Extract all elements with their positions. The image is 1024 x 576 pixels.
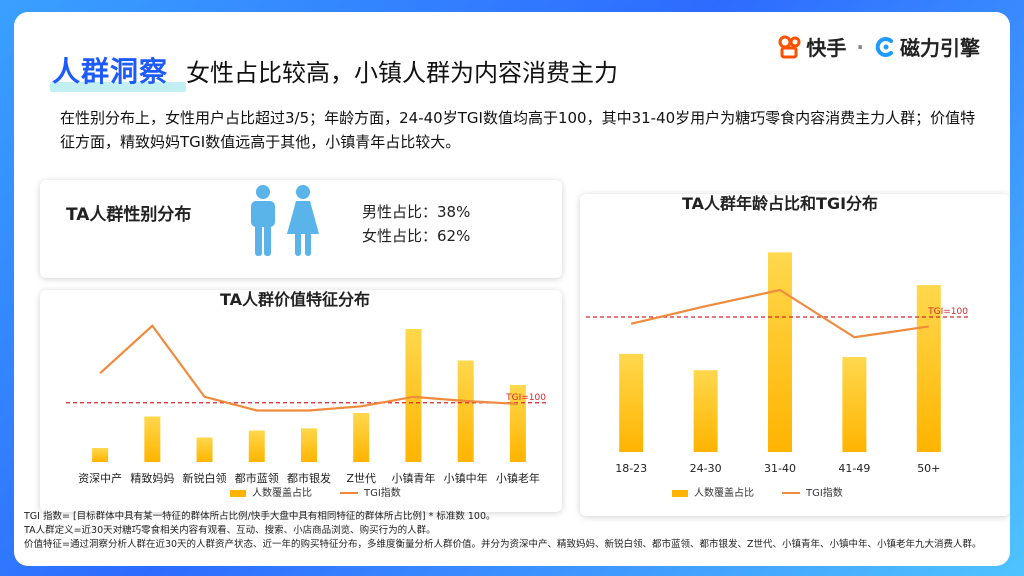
bar-Z世代: [353, 413, 370, 462]
x-tick-label: 小镇中年: [444, 471, 488, 485]
bar-新锐白领: [196, 437, 213, 462]
title-subtitle: 女性占比较高，小镇人群为内容消费主力: [186, 59, 619, 87]
logo-separator: ·: [856, 34, 864, 59]
title-underline: [50, 82, 186, 92]
bar-小镇青年: [405, 329, 422, 462]
bar-资深中产: [92, 448, 109, 462]
cili-logo-icon: [875, 36, 893, 57]
value-chart: 资深中产 精致妈妈 新锐白领 都市蓝领 都市银发 Z世代 小镇青年 小镇中年 小镇老年 TGI=1…: [66, 324, 548, 499]
logo-left-text: 快手: [806, 36, 847, 60]
x-tick-label: 41-49: [838, 462, 870, 475]
footnote-tgi: TGI 指数= [目标群体中具有某一特征的群体所占比例/快手大盘中具有相同特征的…: [24, 511, 496, 522]
x-tick-label: 新锐白领: [183, 471, 227, 485]
gender-stats: 男性占比：38% 女性占比：62%: [362, 200, 470, 248]
x-tick-label: 18-23: [615, 462, 647, 475]
x-tick-label: 资深中产: [78, 471, 122, 485]
age-chart-title: TA人群年龄占比和TGI分布: [681, 194, 879, 213]
page-title: 人群洞察 女性占比较高，小镇人群为内容消费主力: [52, 50, 618, 90]
tgi-line: [99, 324, 518, 412]
kuaishou-logo-icon: [778, 35, 801, 58]
x-tick-label: 都市蓝领: [235, 471, 279, 485]
legend-line-label: TGI指数: [363, 486, 401, 499]
male-female-icon: [251, 185, 319, 256]
legend-bar-swatch: [672, 490, 688, 497]
x-tick-label: Z世代: [346, 472, 376, 485]
x-tick-label: 24-30: [690, 462, 722, 475]
slide: 人群洞察 女性占比较高，小镇人群为内容消费主力 快手 · 磁力引擎 在性别分布上…: [14, 12, 1010, 566]
bar-50+: [916, 285, 941, 452]
female-ratio: 女性占比：62%: [362, 227, 471, 245]
brand-logo: 快手 · 磁力引擎: [778, 32, 980, 61]
footnote-value: 价值特征=通过洞察分析人群在近30天的人群资产状态、近一年的购买特征分布，多维度…: [24, 539, 982, 550]
logo-right-text: 磁力引擎: [900, 36, 980, 60]
x-tick-label: 小镇老年: [496, 471, 540, 485]
x-tick-label: 都市银发: [287, 471, 331, 485]
bar-都市蓝领: [248, 430, 265, 462]
male-ratio: 男性占比：38%: [362, 203, 471, 221]
gender-title: TA人群性别分布: [66, 205, 192, 225]
x-tick-label: 31-40: [764, 462, 796, 475]
x-tick-label: 50+: [917, 462, 940, 475]
bar-41-49: [842, 357, 867, 452]
bar-小镇中年: [457, 360, 474, 462]
value-chart-title: TA人群价值特征分布: [219, 290, 371, 309]
bar-都市银发: [301, 428, 317, 462]
footnotes: TGI 指数= [目标群体中具有某一特征的群体所占比例/快手大盘中具有相同特征的…: [24, 510, 1004, 552]
legend-bar-label: 人数覆盖占比: [252, 486, 312, 499]
tgi-reference-label: TGI=100: [927, 307, 968, 317]
bar-31-40: [768, 252, 792, 452]
title-highlight: 人群洞察: [52, 55, 169, 88]
x-tick-label: 小镇青年: [391, 471, 435, 485]
legend-bar-swatch: [230, 490, 246, 497]
bar-精致妈妈: [144, 416, 161, 462]
footnote-ta: TA人群定义=近30天对糖巧零食相关内容有观看、互动、搜索、小店商品浏览、购买行…: [24, 525, 436, 536]
tgi-reference-label: TGI=100: [505, 393, 546, 403]
summary-text: 在性别分布上，女性用户占比超过3/5；年龄方面，24-40岁TGI数值均高于10…: [60, 109, 976, 151]
bar-18-23: [619, 353, 644, 452]
legend-line-label: TGI指数: [805, 486, 843, 499]
bar-24-30: [693, 370, 718, 452]
x-tick-label: 精致妈妈: [130, 471, 174, 485]
age-chart: 18-23 24-30 31-40 41-49 50+ TGI=100 人数覆盖占比 TGI指…: [586, 252, 970, 499]
legend-bar-label: 人数覆盖占比: [694, 486, 754, 499]
